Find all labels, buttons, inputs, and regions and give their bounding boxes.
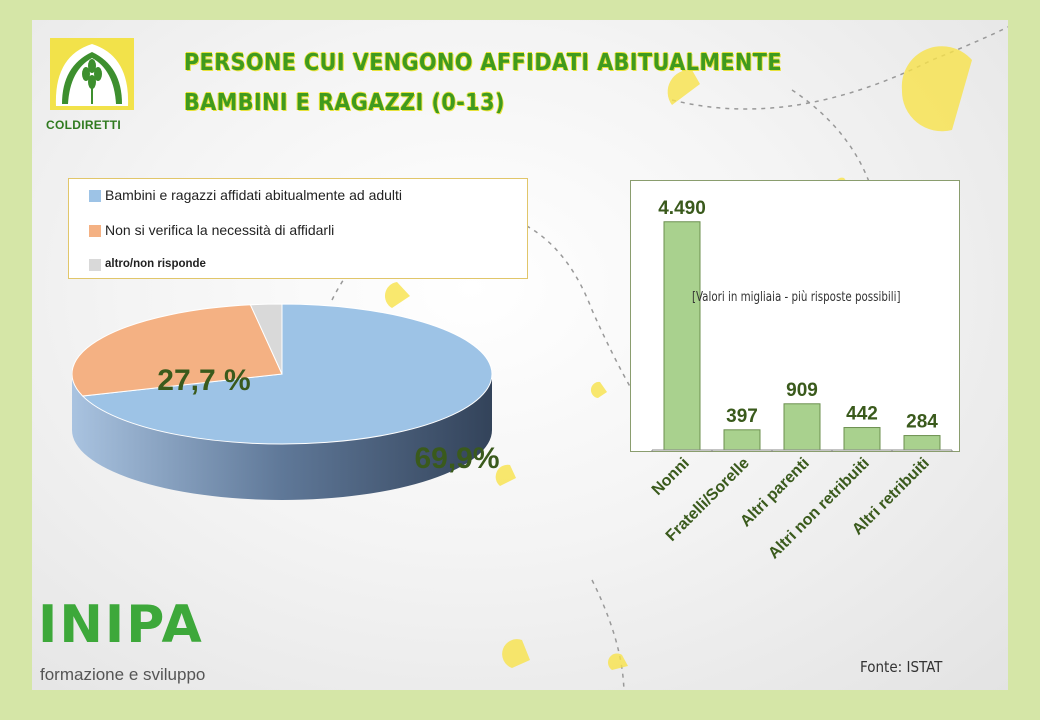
pie-data-label: 69,9% — [414, 442, 499, 475]
bar-3 — [843, 427, 881, 451]
legend-entry-3: altro/non risponde — [105, 258, 206, 270]
chart-panel: COLDIRETTI PERSONE CUI VENGONO AFFIDATI … — [32, 20, 1008, 690]
bar-data-label: 284 — [906, 412, 938, 433]
inipa-tagline: formazione e sviluppo — [40, 665, 206, 684]
bar-1 — [723, 429, 761, 451]
logo-text: COLDIRETTI — [46, 118, 121, 132]
chart-annotation: [Valori in migliaia - più risposte possi… — [692, 290, 901, 305]
bar-data-label: 909 — [786, 380, 818, 401]
legend-swatch-blue — [89, 190, 101, 202]
chart-title-line-2: BAMBINI E RAGAZZI (0-13) — [184, 90, 505, 116]
wheat-logo-icon — [50, 38, 134, 110]
inipa-logo: INIPA — [38, 595, 204, 655]
pie-legend: Bambini e ragazzi affidati abitualmente … — [68, 178, 528, 279]
bar-chart: 4.490 397 909 442 284 — [651, 198, 953, 452]
legend-entry-1: Bambini e ragazzi affidati abitualmente … — [105, 187, 403, 203]
pie-chart: 69,9% 27,7 % — [72, 303, 500, 500]
bar-data-label: 397 — [726, 406, 758, 427]
pie-data-label: 27,7 % — [157, 364, 250, 397]
source-note: Fonte: ISTAT — [860, 658, 943, 676]
legend-swatch-grey — [89, 259, 101, 271]
bar-4 — [903, 435, 941, 451]
bar-0 — [663, 221, 701, 451]
chart-title-line-1: PERSONE CUI VENGONO AFFIDATI ABITUALMENT… — [184, 50, 782, 76]
bar-2 — [783, 403, 821, 451]
bar-data-label: 442 — [846, 404, 878, 425]
pie-side-face — [72, 374, 492, 500]
coldiretti-logo — [48, 36, 136, 112]
bar-data-label: 4.490 — [658, 198, 706, 219]
pie-slice-altro — [249, 303, 283, 375]
legend-swatch-orange — [89, 225, 101, 237]
legend-entry-2: Non si verifica la necessità di affidarl… — [105, 222, 335, 238]
pie-slice-affidati — [81, 303, 493, 445]
pie-slice-non-necessita — [72, 304, 283, 397]
